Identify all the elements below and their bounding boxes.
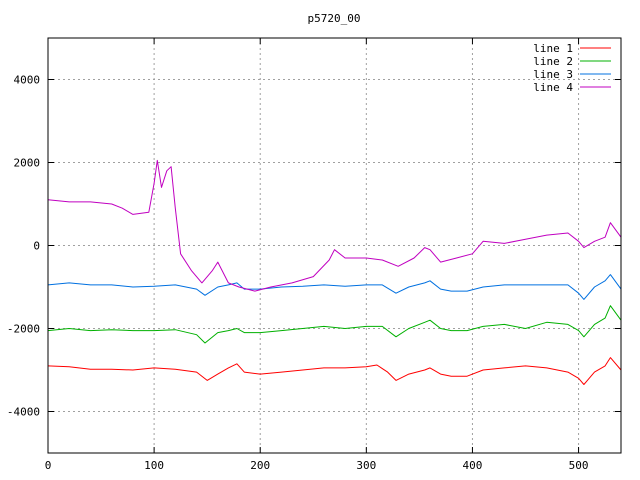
axes: 0 100 200 300 400 500 -4000 -2000 0 2000 4000 <box>7 38 621 472</box>
x-tick-label: 300 <box>356 459 376 472</box>
legend-label: line 1 <box>533 42 573 55</box>
x-tick-label: 200 <box>250 459 270 472</box>
y-tick-label: 4000 <box>14 74 41 87</box>
grid <box>48 38 621 453</box>
legend-label: line 2 <box>533 55 573 68</box>
chart-title: p5720_00 <box>308 12 361 25</box>
series-line-2 <box>47 305 622 344</box>
legend-label: line 3 <box>533 68 573 81</box>
x-tick-label: 0 <box>45 459 52 472</box>
legend-label: line 4 <box>533 81 573 94</box>
series-line-3 <box>47 274 622 300</box>
y-tick-label: -4000 <box>7 406 40 419</box>
y-tick-label: 2000 <box>14 157 41 170</box>
series-line-4 <box>47 159 622 292</box>
y-tick-label: -2000 <box>7 323 40 336</box>
x-tick-label: 100 <box>144 459 164 472</box>
x-tick-label: 400 <box>463 459 483 472</box>
series-lines <box>47 159 622 385</box>
y-tick-label: 0 <box>33 240 40 253</box>
series-line-1 <box>47 357 622 385</box>
x-tick-label: 500 <box>569 459 589 472</box>
